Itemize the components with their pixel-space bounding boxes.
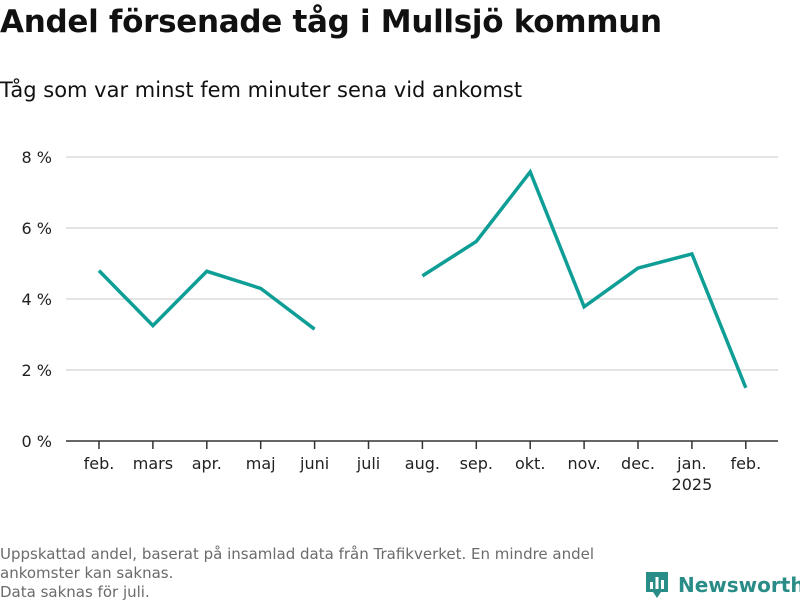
- y-tick-label: 6 %: [22, 219, 52, 238]
- series-lines: [97, 168, 748, 389]
- x-tick-label: maj: [246, 454, 276, 473]
- brand-name: Newsworthy: [678, 573, 800, 597]
- x-axis-ticks: feb. mars apr. maj juni juli aug. sep. okt. nov. d…: [84, 441, 761, 494]
- footnote-missing-data: Data saknas för juli.: [0, 583, 150, 601]
- x-tick-label: okt.: [515, 454, 545, 473]
- chart-title: Andel försenade tåg i Mullsjö kommun: [0, 4, 662, 40]
- series-line: [97, 269, 316, 331]
- x-tick-label: dec.: [621, 454, 655, 473]
- y-tick-label: 8 %: [22, 148, 52, 167]
- x-tick-label: aug.: [405, 454, 440, 473]
- y-tick-label: 4 %: [22, 290, 52, 309]
- series-line: [421, 168, 748, 389]
- x-tick-label: juli: [356, 454, 380, 473]
- chart-subtitle: Tåg som var minst fem minuter sena vid a…: [0, 78, 523, 102]
- y-axis-ticks: 0 % 2 % 4 % 6 % 8 %: [22, 148, 52, 451]
- x-tick-label: nov.: [567, 454, 600, 473]
- x-tick-label: mars: [133, 454, 173, 473]
- x-tick-label: juni: [299, 454, 329, 473]
- line-chart: 0 % 2 % 4 % 6 % 8 % feb. mars apr. maj juni juli a…: [22, 148, 778, 494]
- x-tick-label: feb.: [84, 454, 115, 473]
- bar-chart-logo-icon: [646, 572, 668, 598]
- x-tick-label: apr.: [192, 454, 222, 473]
- x-tick-label: feb.: [730, 454, 761, 473]
- footnote-source: Uppskattad andel, baserat på insamlad da…: [0, 545, 595, 582]
- x-tick-label: jan.: [676, 454, 706, 473]
- x-year-label: 2025: [672, 475, 713, 494]
- gridlines: [66, 156, 778, 371]
- y-tick-label: 0 %: [22, 432, 52, 451]
- footnote: Uppskattad andel, baserat på insamlad da…: [0, 545, 640, 602]
- x-tick-label: sep.: [460, 454, 493, 473]
- y-tick-label: 2 %: [22, 361, 52, 380]
- brand-logo: Newsworthy: [644, 570, 800, 600]
